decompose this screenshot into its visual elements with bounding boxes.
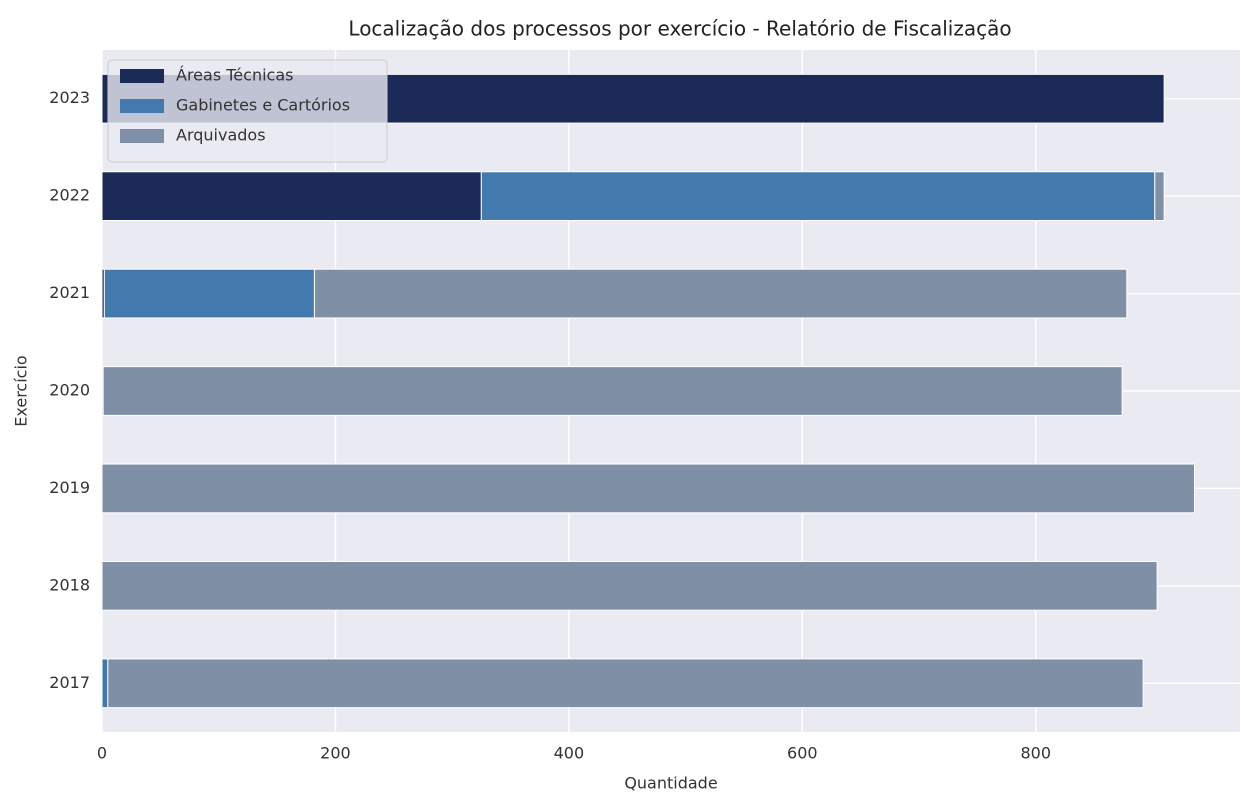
legend-label: Arquivados (176, 126, 266, 145)
bars (101, 73, 1195, 709)
bar-segment (103, 268, 315, 319)
x-axis-label: Quantidade (624, 774, 717, 793)
y-tick-label: 2022 (49, 186, 90, 205)
y-tick-label: 2021 (49, 283, 90, 302)
y-axis-label: Exercício (12, 355, 31, 426)
bar-segment (101, 171, 482, 222)
legend-swatch (120, 99, 164, 113)
y-tick-label: 2018 (49, 575, 90, 594)
x-tick-label: 600 (787, 744, 818, 763)
y-tick-label: 2019 (49, 478, 90, 497)
x-tick-label: 0 (97, 744, 107, 763)
y-tick-label: 2017 (49, 673, 90, 692)
bar-segment (101, 658, 109, 709)
legend-swatch (120, 69, 164, 83)
legend-swatch (120, 129, 164, 143)
x-tick-label: 800 (1020, 744, 1051, 763)
bar-segment (1154, 171, 1165, 222)
x-tick-label: 200 (320, 744, 351, 763)
bar-segment (102, 366, 1123, 416)
legend-label: Áreas Técnicas (176, 66, 293, 85)
bar-segment (480, 171, 1156, 222)
bar-segment (101, 463, 1195, 514)
x-tick-label: 400 (554, 744, 585, 763)
bar-segment (313, 268, 1128, 319)
y-tick-label: 2023 (49, 88, 90, 107)
bar-segment (101, 561, 1158, 611)
legend-label: Gabinetes e Cartórios (176, 96, 350, 115)
chart-title: Localização dos processos por exercício … (348, 17, 1011, 41)
y-tick-label: 2020 (49, 381, 90, 400)
legend-frame (107, 59, 388, 163)
bar-segment (107, 658, 1144, 709)
legend: Áreas Técnicas Gabinetes e Cartórios Arqui… (107, 59, 388, 163)
